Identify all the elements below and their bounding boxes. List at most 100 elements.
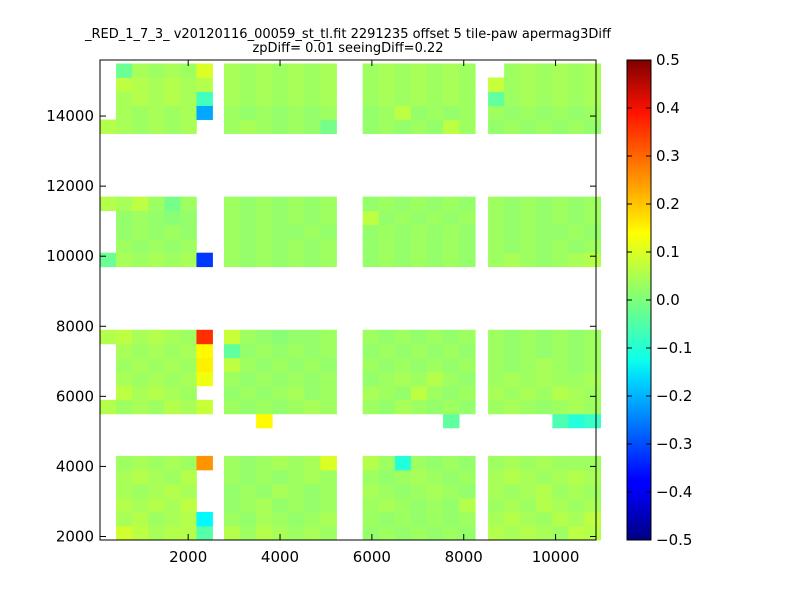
heatmap-cell (536, 399, 553, 415)
heatmap-cell (584, 238, 601, 254)
heatmap-cell (180, 238, 197, 254)
heatmap-cell (552, 413, 569, 429)
heatmap-cell (362, 511, 380, 527)
heatmap-cell (148, 469, 165, 485)
heatmap-cell (536, 371, 553, 387)
heatmap-cell (288, 329, 305, 345)
colorbar-tick-label: 0.5 (656, 51, 680, 69)
heatmap-cell (320, 343, 337, 359)
heatmap-cell (584, 497, 601, 513)
heatmap-cell (362, 91, 380, 106)
heatmap-cell (272, 119, 289, 134)
heatmap-cell (164, 385, 181, 401)
heatmap-cell (256, 119, 273, 134)
heatmap-cell (256, 511, 273, 527)
heatmap-cell (116, 224, 133, 240)
heatmap-cell (488, 252, 505, 268)
heatmap-cell (426, 469, 444, 485)
heatmap-cell (362, 371, 380, 387)
heatmap-cell (568, 196, 585, 212)
heatmap-cell (362, 119, 380, 134)
heatmap-cell (180, 77, 197, 92)
heatmap-cell (378, 469, 396, 485)
heatmap-cell (272, 252, 289, 268)
heatmap-cell (240, 105, 257, 120)
heatmap-cell (304, 224, 321, 240)
heatmap-cell (224, 371, 241, 387)
heatmap-cell (459, 224, 476, 240)
y-tick-label: 12000 (46, 177, 94, 195)
heatmap-cell (488, 77, 505, 92)
heatmap-cell (410, 91, 428, 106)
heatmap-cell (552, 91, 569, 106)
heatmap-cell (132, 399, 149, 415)
heatmap-cell (584, 469, 601, 485)
heatmap-cell (410, 224, 428, 240)
heatmap-cell (459, 399, 476, 415)
heatmap-cell (584, 385, 601, 401)
heatmap-cell (362, 385, 380, 401)
heatmap-cell (272, 385, 289, 401)
heatmap-cell (426, 210, 444, 226)
heatmap-cell (488, 343, 505, 359)
heatmap-cell (426, 343, 444, 359)
heatmap-cell (256, 455, 273, 471)
colorbar-tick-label: 0.2 (656, 195, 680, 213)
heatmap-cell (164, 399, 181, 415)
heatmap-cell (272, 357, 289, 373)
heatmap-cell (180, 455, 197, 471)
heatmap-cell (536, 511, 553, 527)
heatmap-cell (488, 91, 505, 106)
colorbar-tick-label: −0.4 (656, 483, 692, 501)
heatmap-cell (240, 371, 257, 387)
heatmap-cell (224, 119, 241, 134)
heatmap-cell (394, 371, 412, 387)
heatmap-cell (536, 91, 553, 106)
heatmap-cell (272, 238, 289, 254)
heatmap-cell (288, 483, 305, 499)
heatmap-cell (488, 455, 505, 471)
heatmap-cell (520, 238, 537, 254)
heatmap-cell (584, 483, 601, 499)
heatmap-cell (362, 210, 380, 226)
heatmap-cell (394, 77, 412, 92)
heatmap-cell (116, 210, 133, 226)
heatmap-cell (378, 343, 396, 359)
heatmap-cell (552, 371, 569, 387)
heatmap-cell (304, 525, 321, 541)
heatmap-cell (552, 511, 569, 527)
heatmap-cell (552, 238, 569, 254)
heatmap-cell (304, 357, 321, 373)
heatmap-cell (520, 329, 537, 345)
heatmap-cell (504, 497, 521, 513)
heatmap-cell (116, 511, 133, 527)
heatmap-cell (362, 238, 380, 254)
heatmap-cell (378, 455, 396, 471)
heatmap-cell (504, 525, 521, 541)
heatmap-cell (568, 343, 585, 359)
y-tick-label: 8000 (56, 317, 94, 335)
x-tick-label: 4000 (261, 548, 299, 566)
heatmap-cell (394, 469, 412, 485)
heatmap-cell (224, 469, 241, 485)
heatmap-cell (256, 238, 273, 254)
heatmap-cell (132, 119, 149, 134)
heatmap-cell (132, 455, 149, 471)
heatmap-cell (320, 483, 337, 499)
heatmap-cell (568, 252, 585, 268)
heatmap-cell (552, 469, 569, 485)
heatmap-cell (304, 455, 321, 471)
heatmap-cell (552, 77, 569, 92)
heatmap-cell (568, 399, 585, 415)
heatmap-cell (584, 196, 601, 212)
chart-title: _RED_1_7_3_ v20120116_00059_st_tl.fit 22… (84, 27, 612, 42)
heatmap-cell (536, 385, 553, 401)
heatmap-cell (256, 91, 273, 106)
heatmap-cell (164, 329, 181, 345)
heatmap-cell (378, 210, 396, 226)
heatmap-cell (584, 210, 601, 226)
heatmap-cell (224, 385, 241, 401)
heatmap-cell (488, 224, 505, 240)
colorbar-tick-label: 0.1 (656, 243, 680, 261)
heatmap-cell (426, 105, 444, 120)
